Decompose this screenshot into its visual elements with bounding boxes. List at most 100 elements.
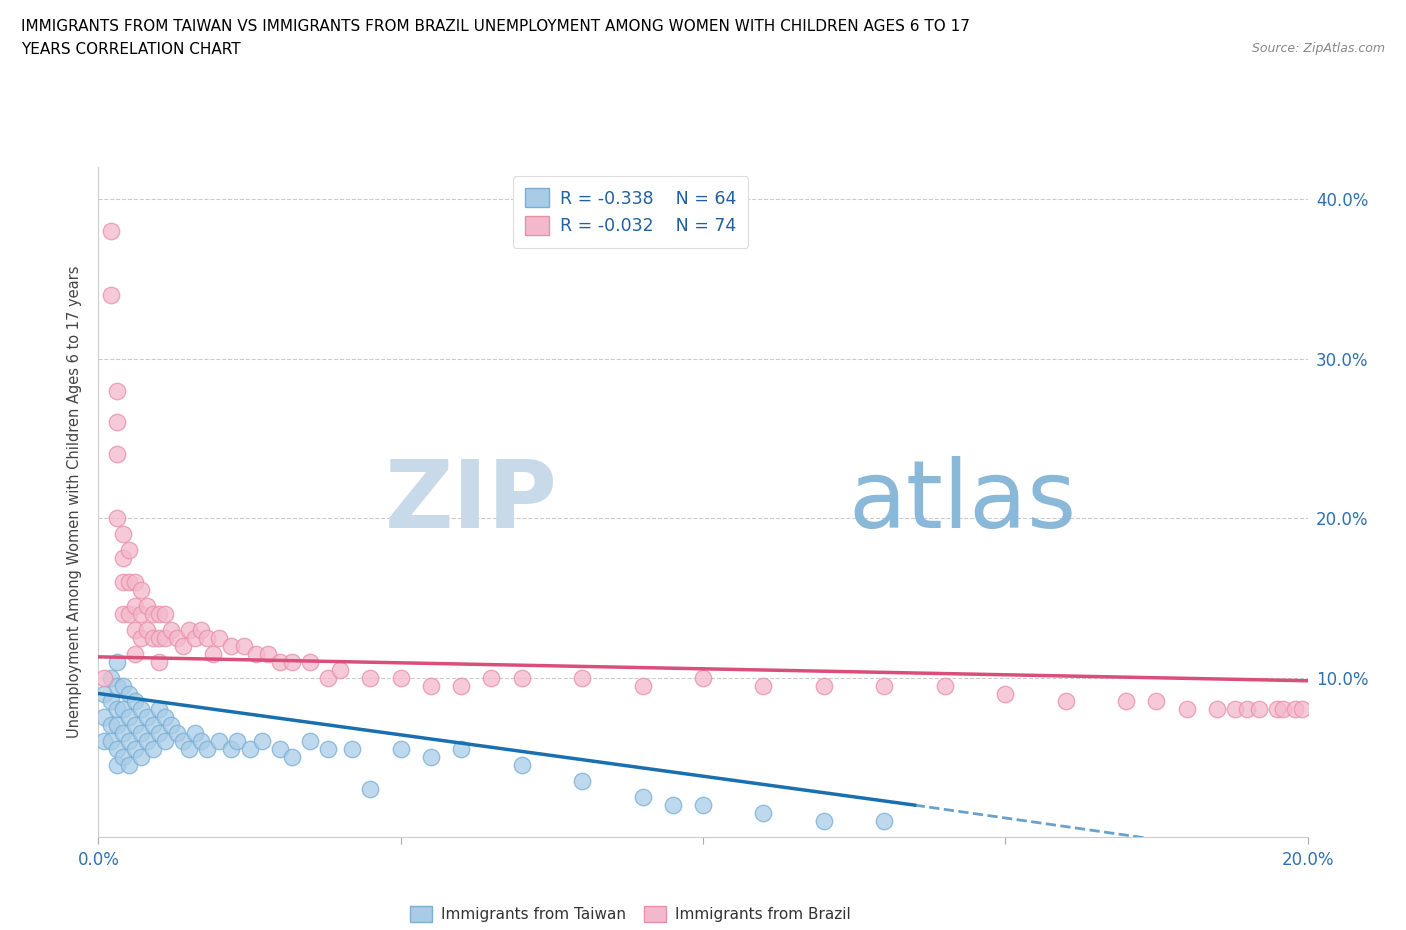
Point — [111, 606, 134, 621]
Point — [360, 782, 382, 797]
Point — [118, 542, 141, 557]
Point — [148, 702, 170, 717]
Point — [208, 734, 231, 749]
Point — [450, 742, 472, 757]
Point — [129, 631, 152, 645]
Legend: Immigrants from Taiwan, Immigrants from Brazil: Immigrants from Taiwan, Immigrants from … — [402, 898, 858, 930]
Point — [124, 598, 146, 613]
Point — [221, 742, 243, 757]
Point — [752, 805, 775, 820]
Point — [329, 662, 352, 677]
Point — [124, 622, 146, 637]
Text: atlas: atlas — [848, 457, 1077, 548]
Point — [105, 758, 128, 773]
Point — [105, 415, 128, 430]
Point — [184, 726, 207, 741]
Point — [1236, 702, 1258, 717]
Point — [316, 742, 339, 757]
Point — [202, 646, 225, 661]
Point — [129, 702, 152, 717]
Point — [153, 734, 176, 749]
Point — [571, 774, 593, 789]
Point — [1206, 702, 1229, 717]
Point — [420, 678, 443, 693]
Point — [111, 575, 134, 590]
Point — [813, 814, 835, 829]
Text: YEARS CORRELATION CHART: YEARS CORRELATION CHART — [21, 42, 240, 57]
Point — [135, 710, 157, 724]
Point — [124, 575, 146, 590]
Point — [1144, 694, 1167, 709]
Point — [142, 631, 165, 645]
Point — [118, 758, 141, 773]
Point — [100, 694, 122, 709]
Point — [389, 671, 412, 685]
Point — [1291, 702, 1313, 717]
Text: ZIP: ZIP — [385, 457, 558, 548]
Point — [153, 631, 176, 645]
Point — [93, 671, 115, 685]
Point — [179, 742, 201, 757]
Point — [124, 694, 146, 709]
Point — [153, 606, 176, 621]
Point — [111, 678, 134, 693]
Point — [142, 606, 165, 621]
Point — [631, 678, 654, 693]
Point — [316, 671, 339, 685]
Point — [239, 742, 262, 757]
Point — [118, 606, 141, 621]
Point — [1115, 694, 1137, 709]
Point — [1223, 702, 1246, 717]
Point — [281, 750, 304, 764]
Point — [129, 606, 152, 621]
Point — [111, 726, 134, 741]
Point — [93, 686, 115, 701]
Point — [1054, 694, 1077, 709]
Point — [389, 742, 412, 757]
Point — [105, 654, 128, 669]
Point — [100, 671, 122, 685]
Point — [105, 742, 128, 757]
Point — [166, 726, 188, 741]
Point — [281, 654, 304, 669]
Point — [342, 742, 364, 757]
Point — [510, 671, 533, 685]
Point — [692, 671, 714, 685]
Point — [129, 726, 152, 741]
Point — [299, 734, 322, 749]
Point — [172, 638, 194, 653]
Point — [129, 582, 152, 597]
Point — [124, 718, 146, 733]
Point — [195, 631, 218, 645]
Point — [172, 734, 194, 749]
Point — [100, 734, 122, 749]
Point — [153, 710, 176, 724]
Point — [221, 638, 243, 653]
Point — [873, 678, 896, 693]
Point — [873, 814, 896, 829]
Point — [269, 742, 291, 757]
Point — [299, 654, 322, 669]
Point — [111, 750, 134, 764]
Point — [124, 742, 146, 757]
Point — [118, 575, 141, 590]
Text: IMMIGRANTS FROM TAIWAN VS IMMIGRANTS FROM BRAZIL UNEMPLOYMENT AMONG WOMEN WITH C: IMMIGRANTS FROM TAIWAN VS IMMIGRANTS FRO… — [21, 19, 970, 33]
Point — [481, 671, 503, 685]
Point — [934, 678, 956, 693]
Point — [1284, 702, 1306, 717]
Point — [129, 750, 152, 764]
Point — [135, 598, 157, 613]
Point — [160, 718, 183, 733]
Point — [105, 702, 128, 717]
Point — [195, 742, 218, 757]
Point — [450, 678, 472, 693]
Point — [232, 638, 254, 653]
Point — [124, 646, 146, 661]
Point — [631, 790, 654, 804]
Point — [148, 726, 170, 741]
Y-axis label: Unemployment Among Women with Children Ages 6 to 17 years: Unemployment Among Women with Children A… — [67, 266, 83, 738]
Point — [256, 646, 278, 661]
Point — [118, 734, 141, 749]
Point — [135, 734, 157, 749]
Point — [190, 734, 212, 749]
